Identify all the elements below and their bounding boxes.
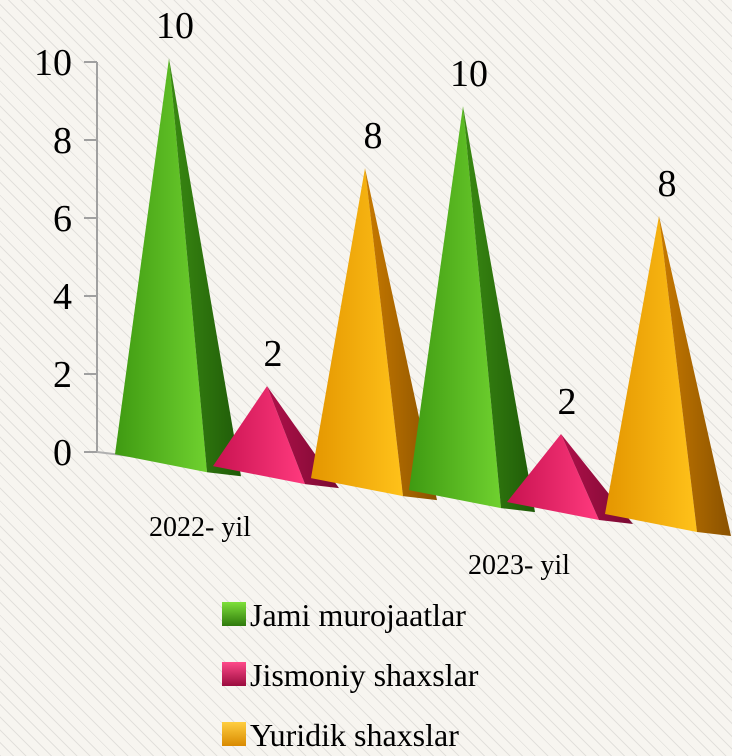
pyramid-face-left (311, 168, 403, 497)
y-tick-label: 10 (34, 42, 72, 84)
y-ticks: 0 2 4 6 8 10 (34, 42, 97, 474)
y-tick-label: 0 (53, 432, 72, 474)
pyramid-face-left (605, 215, 697, 532)
legend-swatch (222, 722, 246, 746)
pyramid-face-left (213, 386, 305, 485)
pyramid-face-left (115, 58, 207, 473)
pyramids (115, 58, 731, 536)
pyramid-face-right (169, 58, 241, 477)
pyramid (605, 215, 731, 536)
legend-swatch (222, 602, 246, 626)
y-tick-label: 4 (53, 276, 72, 318)
y-tick-label: 8 (53, 120, 72, 162)
legend-item: Jismoniy shaxslar (222, 657, 479, 693)
legend-item: Yuridik shaxslar (222, 717, 459, 753)
data-label: 10 (450, 53, 488, 95)
pyramid (311, 168, 437, 501)
pyramid-face-right (463, 106, 535, 513)
pyramid (409, 106, 535, 513)
data-label: 2 (558, 381, 577, 423)
data-label: 10 (156, 5, 194, 47)
legend-label: Jami murojaatlar (250, 597, 466, 633)
legend-swatch (222, 662, 246, 686)
legend: Jami murojaatlar Jismoniy shaxslar Yuridik… (222, 597, 479, 753)
data-label: 8 (658, 163, 677, 205)
data-labels: 10 2 8 10 2 8 (156, 5, 677, 423)
legend-item: Jami murojaatlar (222, 597, 466, 633)
category-label: 2023- yil (468, 550, 570, 581)
pyramid (115, 58, 241, 477)
pyramid-face-right (659, 215, 731, 536)
pyramid-face-left (409, 106, 501, 509)
legend-label: Yuridik shaxslar (250, 717, 459, 753)
pyramid-face-right (365, 168, 437, 501)
category-labels: 2022- yil 2023- yil (149, 512, 570, 581)
data-label: 2 (264, 333, 283, 375)
pyramid-face-left (507, 434, 599, 521)
data-label: 8 (364, 115, 383, 157)
y-tick-label: 2 (53, 354, 72, 396)
y-tick-label: 6 (53, 198, 72, 240)
legend-label: Jismoniy shaxslar (250, 657, 479, 693)
category-label: 2022- yil (149, 512, 251, 543)
